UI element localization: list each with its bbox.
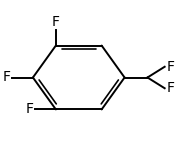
- Text: F: F: [2, 71, 10, 84]
- Text: F: F: [167, 60, 175, 74]
- Text: F: F: [167, 81, 175, 95]
- Text: F: F: [52, 16, 60, 29]
- Text: F: F: [25, 102, 33, 116]
